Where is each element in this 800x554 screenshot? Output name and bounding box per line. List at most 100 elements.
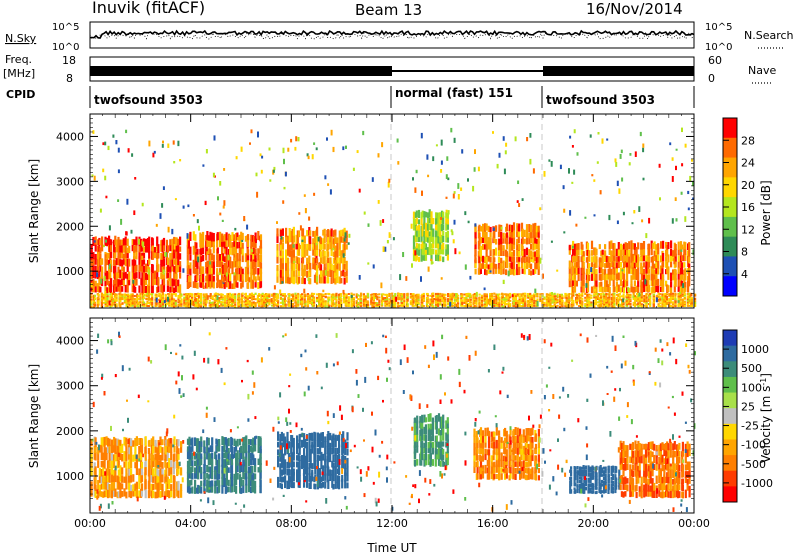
heatmap-cell — [335, 294, 338, 297]
heatmap-cell — [626, 287, 629, 293]
heatmap-cell — [180, 298, 183, 301]
heatmap-cell — [187, 275, 190, 283]
heatmap-cell — [530, 299, 533, 302]
heatmap-cell — [409, 295, 412, 298]
heatmap-cell — [241, 279, 244, 288]
colorbar-swatch — [723, 197, 737, 218]
heatmap-cell — [295, 298, 298, 301]
heatmap-cell — [402, 252, 405, 258]
heatmap-cell — [134, 271, 137, 280]
heatmap-cell — [206, 295, 209, 300]
heatmap-cell — [575, 280, 578, 287]
heatmap-cell — [673, 258, 676, 265]
heatmap-cell — [440, 244, 444, 250]
heatmap-cell — [586, 262, 590, 269]
heatmap-cell — [605, 298, 608, 301]
heatmap-cell — [97, 250, 100, 260]
heatmap-cell — [109, 298, 112, 301]
heatmap-cell — [260, 296, 263, 299]
heatmap-cell — [202, 293, 205, 296]
heatmap-cell — [236, 232, 239, 241]
heatmap-cell — [645, 284, 648, 292]
heatmap-cell — [306, 270, 309, 278]
heatmap-cell — [327, 277, 330, 284]
heatmap-cell — [216, 260, 219, 268]
heatmap-cell — [223, 301, 227, 304]
heatmap-cell — [645, 260, 648, 269]
heatmap-cell — [133, 297, 136, 301]
heatmap-cell — [617, 293, 620, 296]
heatmap-cell — [250, 267, 253, 275]
heatmap-cell — [651, 267, 654, 274]
heatmap-cell — [235, 268, 238, 275]
heatmap-cell — [586, 298, 589, 301]
heatmap-cell — [473, 167, 476, 172]
heatmap-cell — [269, 179, 272, 182]
heatmap-cell — [292, 233, 295, 243]
heatmap-cell — [533, 293, 536, 296]
heatmap-cell — [659, 299, 662, 302]
heatmap-cell — [241, 300, 244, 303]
heatmap-cell — [575, 261, 578, 268]
heatmap-cell — [473, 302, 476, 305]
heatmap-cell — [248, 295, 251, 297]
heatmap-cell — [520, 305, 523, 308]
heatmap-cell — [98, 488, 101, 497]
heatmap-cell — [115, 298, 118, 301]
heatmap-cell — [171, 303, 174, 306]
heatmap-cell — [641, 288, 644, 293]
heatmap-cell — [618, 292, 621, 296]
heatmap-cell — [151, 238, 154, 246]
heatmap-cell — [397, 301, 400, 304]
heatmap-cell — [588, 301, 591, 304]
heatmap-cell — [518, 298, 521, 301]
heatmap-cell — [237, 292, 241, 296]
heatmap-cell — [343, 227, 346, 236]
heatmap-cell — [450, 229, 453, 233]
heatmap-cell — [467, 304, 470, 307]
heatmap-cell — [261, 298, 264, 301]
heatmap-cell — [177, 304, 180, 307]
heatmap-cell — [387, 181, 390, 188]
heatmap-cell — [108, 452, 111, 461]
heatmap-cell — [265, 295, 268, 298]
heatmap-cell — [472, 305, 475, 308]
heatmap-cell — [192, 214, 195, 217]
heatmap-cell — [449, 294, 452, 297]
heatmap-cell — [128, 459, 131, 469]
heatmap-cell — [573, 279, 577, 287]
heatmap-cell — [581, 260, 584, 269]
heatmap-cell — [478, 301, 481, 304]
heatmap-cell — [321, 305, 324, 308]
heatmap-cell — [508, 229, 511, 238]
heatmap-cell — [166, 452, 169, 461]
heatmap-cell — [113, 436, 116, 446]
heatmap-cell — [589, 134, 592, 138]
heatmap-cell — [453, 137, 456, 143]
heatmap-cell — [363, 211, 366, 215]
heatmap-cell — [241, 232, 244, 241]
heatmap-cell — [162, 140, 164, 144]
heatmap-cell — [205, 301, 208, 304]
heatmap-cell — [533, 294, 536, 297]
heatmap-cell — [599, 298, 603, 301]
heatmap-cell — [338, 236, 341, 244]
heatmap-cell — [451, 231, 454, 236]
heatmap-cell — [659, 296, 662, 299]
heatmap-cell — [157, 244, 160, 253]
heatmap-cell — [137, 302, 140, 305]
heatmap-cell — [479, 262, 482, 269]
heatmap-cell — [219, 181, 222, 186]
heatmap-cell — [229, 234, 232, 242]
heatmap-cell — [446, 248, 449, 255]
heatmap-cell — [291, 276, 294, 284]
heatmap-cell — [481, 299, 484, 302]
heatmap-cell — [497, 302, 500, 306]
heatmap-cell — [571, 296, 574, 299]
heatmap-cell — [437, 294, 440, 297]
heatmap-cell — [598, 283, 601, 292]
heatmap-cell — [457, 305, 460, 308]
heatmap-cell — [677, 278, 680, 287]
colorbar-swatch — [723, 177, 737, 198]
